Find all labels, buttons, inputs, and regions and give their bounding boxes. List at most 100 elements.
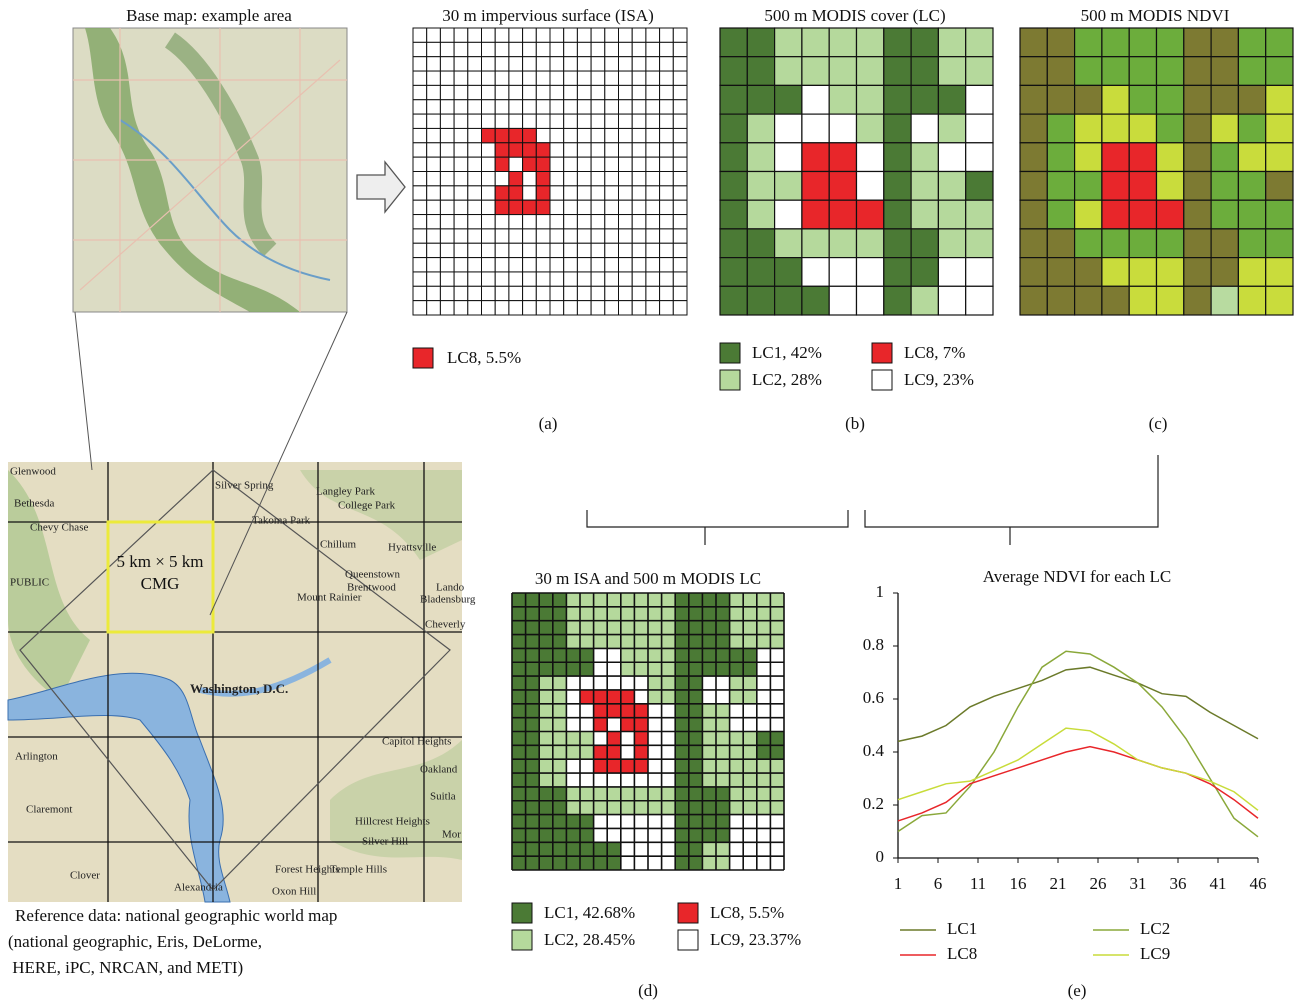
grid-cell (426, 84, 441, 101)
grid-cell (910, 228, 939, 259)
grid-cell (672, 41, 688, 58)
grid-cell (801, 170, 830, 201)
grid-cell (672, 84, 688, 101)
isa-cell (580, 689, 594, 704)
grid-cell (773, 84, 803, 115)
grid-cell (563, 300, 578, 316)
grid-cell (773, 142, 803, 173)
grid-cell (910, 170, 939, 201)
grid-cell (563, 56, 578, 72)
grid-cell (659, 228, 674, 244)
grid-cell (453, 199, 469, 216)
grid-cell (1073, 56, 1103, 87)
grid-cell (1237, 27, 1267, 58)
caption: HERE, iPC, NRCAN, and METI) (8, 958, 243, 977)
grid-cell (576, 84, 592, 101)
grid-cell (563, 257, 578, 273)
x-tick-label: 41 (1210, 874, 1227, 893)
grid-cell (1101, 56, 1130, 87)
x-tick-label: 16 (1010, 874, 1027, 893)
grid-cell (481, 113, 496, 129)
grid-cell (412, 185, 428, 201)
grid-cell (453, 214, 469, 230)
legend-swatch (871, 342, 893, 364)
grid-cell (645, 185, 661, 201)
x-tick-label: 46 (1250, 874, 1267, 893)
grid-cell (1210, 170, 1239, 201)
grid-cell (481, 228, 496, 244)
grid-cell (855, 199, 885, 230)
isa-cell (620, 689, 635, 704)
grid-cell (453, 127, 469, 144)
grid-cell (631, 142, 647, 158)
grid-cell (659, 127, 674, 144)
grid-cell (672, 142, 688, 158)
grid-cell (481, 84, 496, 101)
grid-cell (746, 84, 776, 115)
grid-cell (535, 99, 551, 115)
grid-cell (883, 142, 912, 173)
grid-cell (1237, 113, 1267, 144)
grid-cell (883, 257, 912, 287)
grid-cell (631, 84, 647, 101)
isa-cell (508, 127, 524, 144)
grid-cell (439, 142, 455, 158)
grid-cell (1128, 56, 1158, 87)
grid-cell (631, 214, 647, 230)
grid-cell (672, 257, 688, 273)
grid-cell (672, 127, 688, 144)
grid-cell (563, 185, 578, 201)
grid-cell (659, 214, 674, 230)
cmg-label: CMG (141, 574, 180, 593)
grid-cell (631, 257, 647, 273)
grid-cell (549, 300, 565, 316)
grid-cell (522, 228, 537, 244)
grid-cell (426, 228, 441, 244)
isa-cell (607, 759, 621, 774)
x-tick-label: 11 (970, 874, 986, 893)
isa-cell (593, 745, 608, 760)
grid-cell (535, 271, 551, 287)
grid-cell (1073, 285, 1103, 316)
grid-cell (965, 170, 994, 201)
grid-cell (672, 228, 688, 244)
grid-cell (1046, 27, 1076, 58)
grid-cell (494, 56, 510, 72)
grid-cell (618, 56, 633, 72)
place-name: Cheverly (425, 619, 466, 631)
grid-cell (576, 41, 592, 58)
grid-cell (604, 171, 619, 187)
caption: (national geographic, Eris, DeLorme, (8, 932, 262, 951)
grid-cell (549, 171, 565, 187)
grid-cell (481, 199, 496, 216)
grid-cell (604, 142, 619, 158)
grid-cell (855, 56, 885, 87)
grid-cell (535, 214, 551, 230)
grid-cell (522, 99, 537, 115)
grid-cell (549, 285, 565, 302)
grid-cell (883, 170, 912, 201)
grid-cell (659, 242, 674, 259)
grid-cell (604, 214, 619, 230)
grid-cell (1101, 199, 1130, 230)
grid-cell (426, 271, 441, 287)
grid-cell (549, 99, 565, 115)
legend-label: LC1, 42.68% (544, 903, 635, 922)
grid-cell (549, 56, 565, 72)
grid-cell (1155, 285, 1185, 316)
grid-cell (1046, 142, 1076, 173)
isa-cell (522, 127, 537, 144)
grid-cell (828, 84, 858, 115)
grid-cell (467, 257, 482, 273)
arrow (356, 160, 406, 214)
grid-cell (672, 242, 688, 259)
grid-cell (563, 113, 578, 129)
isa-cell (634, 745, 648, 760)
isa-cell (634, 717, 648, 732)
grid-cell (494, 242, 510, 259)
grid-cell (659, 41, 674, 58)
grid-cell (645, 271, 661, 287)
grid-cell (618, 99, 633, 115)
place-name: Suitla (430, 791, 456, 803)
panel-title: 500 m MODIS cover (LC) (764, 6, 945, 25)
